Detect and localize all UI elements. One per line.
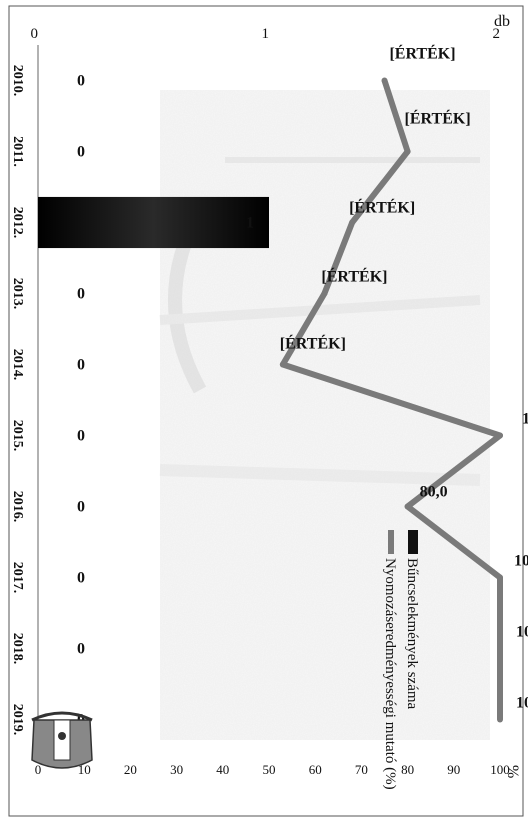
right-axis-tick-label: 90 xyxy=(447,762,460,777)
line-nyomozas xyxy=(279,79,503,720)
line-point xyxy=(321,290,328,297)
legend-swatch-bar xyxy=(408,530,418,554)
legend-label-bar: Bűncselekmények száma xyxy=(404,558,420,710)
category-label: 2015. xyxy=(10,420,25,452)
category-label: 2016. xyxy=(10,491,25,523)
bar-bunc-count xyxy=(38,196,269,249)
bar-value-label: 0 xyxy=(77,570,85,587)
line-value-label: 100,0 xyxy=(516,624,528,641)
bar-value-label: 1 xyxy=(246,215,254,232)
category-label: 2012. xyxy=(10,207,25,239)
line-value-label: 100,0 xyxy=(514,553,528,570)
right-axis-tick-label: 40 xyxy=(216,762,229,777)
category-label: 2011. xyxy=(10,136,25,167)
line-point xyxy=(497,716,503,723)
bar-value-label: 0 xyxy=(77,144,85,161)
right-axis-tick-label: 10 xyxy=(78,762,91,777)
line-point xyxy=(279,361,286,368)
right-axis-tick-label: 70 xyxy=(355,762,368,777)
line-point xyxy=(497,645,503,652)
right-axis-tick-label: 20 xyxy=(124,762,137,777)
chart-frame xyxy=(8,5,524,817)
right-axis-tick-label: 0 xyxy=(35,762,42,777)
right-axis-unit: % xyxy=(504,765,521,778)
left-axis-unit: db xyxy=(494,13,510,30)
left-axis-tick-label: 0 xyxy=(31,26,39,42)
category-label: 2014. xyxy=(10,349,25,381)
left-axis-tick-label: 2 xyxy=(493,26,501,42)
line-value-label: 100,0 xyxy=(522,411,528,428)
line-value-label: [ÉRTÉK] xyxy=(349,198,415,217)
emblem-logo xyxy=(31,711,93,769)
category-label: 2013. xyxy=(10,278,25,310)
right-axis-tick-label: 60 xyxy=(309,762,322,777)
line-point xyxy=(404,503,411,510)
bar-value-label: 0 xyxy=(77,428,85,445)
line-value-label: [ÉRTÉK] xyxy=(280,334,346,353)
line-point xyxy=(349,219,356,226)
bar-value-label: 0 xyxy=(77,73,85,90)
legend-label-line: Nyomozáseredményességi mutató (%) xyxy=(382,558,398,790)
line-point xyxy=(497,574,503,581)
right-axis-tick-label: 100 xyxy=(490,762,510,777)
line-value-label: [ÉRTÉK] xyxy=(405,109,471,128)
category-label: 2010. xyxy=(10,65,25,97)
line-value-label: 100,0 xyxy=(516,695,528,712)
line-point xyxy=(404,148,411,155)
left-axis-tick-label: 1 xyxy=(262,26,270,42)
line-point xyxy=(381,77,388,84)
category-label: 2019. xyxy=(10,704,25,736)
bar-value-label: 0 xyxy=(77,499,85,516)
category-label: 2017. xyxy=(10,562,25,594)
legend-swatch-line xyxy=(388,530,394,554)
right-axis-tick-label: 80 xyxy=(401,762,414,777)
bar-value-label: 0 xyxy=(77,357,85,374)
line-value-label: [ÉRTÉK] xyxy=(321,267,387,286)
line-point xyxy=(497,432,503,439)
bar-value-label: 0 xyxy=(77,286,85,303)
category-label: 2018. xyxy=(10,633,25,665)
bar-value-label: 0 xyxy=(77,641,85,658)
right-axis-tick-label: 30 xyxy=(170,762,183,777)
line-value-label: [ÉRTÉK] xyxy=(389,44,455,63)
right-axis-tick-label: 50 xyxy=(263,762,276,777)
line-value-label: 80,0 xyxy=(420,484,448,501)
